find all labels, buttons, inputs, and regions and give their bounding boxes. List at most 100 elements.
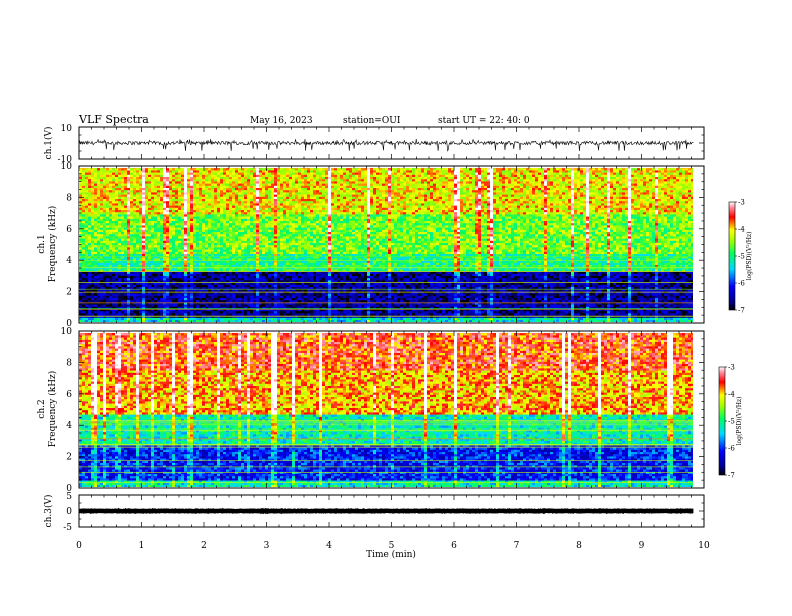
spectrogram-cell	[142, 278, 145, 281]
spectrogram-cell	[274, 228, 277, 231]
spectrogram-cell	[229, 252, 232, 255]
spectrogram-cell	[217, 245, 220, 248]
spectrogram-cell	[154, 210, 157, 213]
spectrogram-cell	[274, 300, 277, 303]
spectrogram-cell	[247, 208, 250, 211]
spectrogram-cell	[208, 313, 211, 316]
spectrogram-cell	[208, 291, 211, 294]
spectrogram-cell	[280, 186, 283, 189]
spectrogram-cell	[142, 223, 145, 226]
spectrogram-cell	[175, 214, 178, 217]
spectrogram-cell	[169, 278, 172, 281]
spectrogram-cell	[211, 221, 214, 224]
spectrogram-cell	[88, 228, 91, 231]
spectrogram-cell	[175, 210, 178, 213]
spectrogram-cell	[178, 217, 181, 220]
spectrogram-cell	[217, 219, 220, 222]
spectrogram-cell	[268, 195, 271, 198]
spectrogram-cell	[268, 184, 271, 187]
spectrogram-cell	[181, 263, 184, 266]
spectrogram-cell	[121, 212, 124, 215]
spectrogram-cell	[238, 223, 241, 226]
spectrogram-cell	[190, 311, 193, 314]
spectrogram-cell	[172, 188, 175, 191]
spectrogram-cell	[250, 184, 253, 187]
spectrogram-cell	[154, 175, 157, 178]
spectrogram-cell	[157, 210, 160, 213]
spectrogram-cell	[193, 276, 196, 279]
spectrogram-cell	[265, 239, 268, 242]
spectrogram-cell	[109, 190, 112, 193]
spectrogram-cell	[157, 225, 160, 228]
spectrogram-cell	[82, 179, 85, 182]
spectrogram-cell	[262, 285, 265, 288]
spectrogram-cell	[124, 247, 127, 250]
spectrogram-cell	[94, 206, 97, 209]
spectrogram-cell	[130, 228, 133, 231]
spectrogram-cell	[109, 181, 112, 184]
spectrogram-cell	[202, 175, 205, 178]
spectrogram-cell	[166, 210, 169, 213]
date-label: May 16, 2023	[250, 116, 313, 126]
spectrogram-cell	[136, 208, 139, 211]
spectrogram-cell	[253, 201, 256, 204]
spectrogram-cell	[139, 181, 142, 184]
spectrogram-cell	[157, 230, 160, 233]
spectrogram-cell	[262, 199, 265, 202]
spectrogram-cell	[226, 276, 229, 279]
spectrogram-cell	[268, 272, 271, 275]
spectrogram-cell	[97, 230, 100, 233]
spectrogram-cell	[232, 188, 235, 191]
spectrogram-cell	[220, 254, 223, 257]
spectrogram-cell	[181, 199, 184, 202]
spectrogram-cell	[220, 250, 223, 253]
spectrogram-cell	[115, 195, 118, 198]
spectrogram-cell	[160, 203, 163, 206]
spectrogram-cell	[232, 179, 235, 182]
spectrogram-cell	[145, 177, 148, 180]
spectrogram-cell	[148, 236, 151, 239]
spectrogram-cell	[172, 230, 175, 233]
spectrogram-cell	[166, 179, 169, 182]
spectrogram-cell	[169, 201, 172, 204]
spectrogram-cell	[208, 210, 211, 213]
spectrogram-cell	[115, 236, 118, 239]
spectrogram-cell	[253, 236, 256, 239]
spectrogram-cell	[184, 195, 187, 198]
spectrogram-cell	[223, 241, 226, 244]
spectrogram-cell	[208, 184, 211, 187]
spectrogram-cell	[121, 285, 124, 288]
spectrogram-cell	[160, 225, 163, 228]
spectrogram-cell	[118, 300, 121, 303]
spectrogram-cell	[241, 294, 244, 297]
spectrogram-cell	[256, 223, 259, 226]
spectrogram-cell	[154, 223, 157, 226]
spectrogram-cell	[109, 195, 112, 198]
spectrogram-cell	[271, 272, 274, 275]
spectrogram-cell	[172, 252, 175, 255]
spectrogram-cell	[130, 230, 133, 233]
spectrogram-cell	[100, 168, 103, 171]
spectrogram-cell	[151, 311, 154, 314]
spectrogram-cell	[265, 278, 268, 281]
spectrogram-cell	[220, 247, 223, 250]
spectrogram-cell	[103, 225, 106, 228]
spectrogram-cell	[187, 307, 190, 310]
spectrogram-cell	[151, 247, 154, 250]
spectrogram-cell	[85, 219, 88, 222]
spectrogram-cell	[157, 217, 160, 220]
spectrogram-cell	[127, 294, 130, 297]
spectrogram-cell	[112, 179, 115, 182]
spectrogram-cell	[214, 179, 217, 182]
spectrogram-cell	[229, 296, 232, 299]
spectrogram-cell	[82, 223, 85, 226]
spectrogram-cell	[262, 168, 265, 171]
spectrogram-cell	[82, 283, 85, 286]
spectrogram-cell	[268, 188, 271, 191]
spectrogram-cell	[115, 170, 118, 173]
spectrogram-cell	[277, 243, 280, 246]
spectrogram-cell	[190, 173, 193, 176]
spectrogram-cell	[97, 247, 100, 250]
spectrogram-cell	[280, 272, 283, 275]
spectrogram-cell	[271, 232, 274, 235]
